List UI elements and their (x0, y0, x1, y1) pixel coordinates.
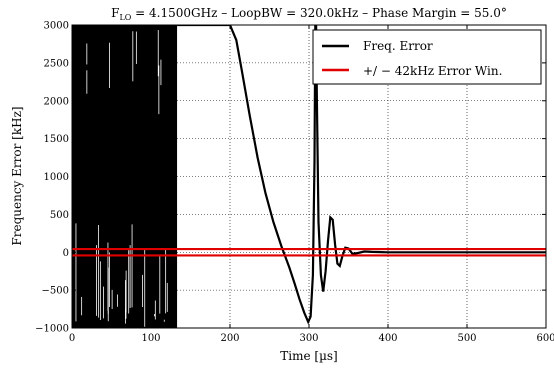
y-tick-label: 2000 (44, 96, 69, 107)
chart-title: FLO = 4.1500GHz – LoopBW = 320.0kHz – Ph… (111, 6, 507, 22)
x-tick-label: 100 (141, 333, 160, 344)
plot-area (72, 25, 546, 328)
x-axis-label: Time [µs] (280, 349, 337, 363)
freq-error-line (177, 25, 546, 325)
legend-label-freq-error: Freq. Error (363, 39, 433, 53)
x-tick-label: 500 (457, 333, 476, 344)
x-tick-label: 400 (378, 333, 397, 344)
noise-region (72, 25, 178, 328)
legend-box (312, 29, 542, 85)
x-axis-ticks: 0 100 200 300 400 500 600 (69, 25, 554, 344)
y-tick-label: 1000 (44, 172, 69, 183)
y-tick-label: 0 (63, 248, 69, 259)
x-tick-label: 300 (299, 333, 318, 344)
title-subscript: LO (119, 13, 131, 22)
y-tick-label: 1500 (44, 134, 69, 145)
x-tick-label: 600 (536, 333, 554, 344)
y-axis-ticks: −1000 −500 0 500 1000 1500 2000 2500 3000 (35, 21, 546, 335)
y-tick-label: −500 (42, 286, 69, 297)
title-f: F (111, 6, 119, 20)
legend-label-error-window: +/ − 42kHz Error Win. (363, 64, 502, 78)
y-tick-label: 3000 (44, 21, 69, 32)
error-window-lines (72, 247, 546, 257)
y-tick-label: −1000 (35, 324, 69, 335)
y-axis-label: Frequency Error [kHz] (10, 106, 24, 245)
y-tick-label: 2500 (44, 58, 69, 69)
x-tick-label: 200 (220, 333, 239, 344)
title-rest: = 4.1500GHz – LoopBW = 320.0kHz – Phase … (131, 6, 507, 20)
y-tick-label: 500 (50, 210, 69, 221)
legend: Freq. Error +/ − 42kHz Error Win. (312, 29, 542, 85)
x-tick-label: 0 (69, 333, 75, 344)
